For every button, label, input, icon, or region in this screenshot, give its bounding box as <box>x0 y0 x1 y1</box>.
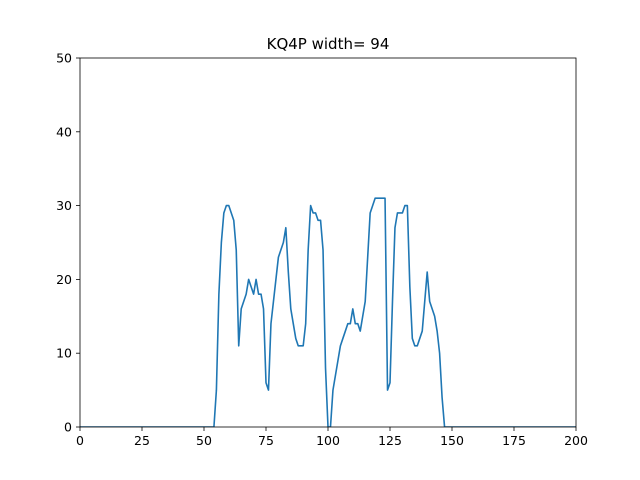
y-tick-label: 30 <box>56 198 72 213</box>
x-tick-label: 25 <box>134 433 150 448</box>
y-tick-label: 0 <box>64 420 72 435</box>
plot-area <box>80 197 576 427</box>
y-tick-label: 20 <box>56 272 72 287</box>
series-line-0 <box>80 197 576 427</box>
y-tick-label: 40 <box>56 124 72 139</box>
x-tick-label: 100 <box>316 433 340 448</box>
x-tick-label: 50 <box>196 433 212 448</box>
x-tick-label: 75 <box>258 433 274 448</box>
x-tick-label: 0 <box>76 433 84 448</box>
y-tick-label: 50 <box>56 51 72 66</box>
chart-title: KQ4P width= 94 <box>267 35 390 53</box>
axes: 0 25 50 75 100 125 150 175 200 0 10 20 30 40 50 <box>56 51 588 449</box>
x-tick-label: 125 <box>378 433 402 448</box>
x-tick-label: 175 <box>502 433 526 448</box>
x-tick-label: 200 <box>564 433 588 448</box>
axes-frame <box>79 57 577 428</box>
x-tick-label: 150 <box>440 433 464 448</box>
y-tick-label: 10 <box>56 346 72 361</box>
